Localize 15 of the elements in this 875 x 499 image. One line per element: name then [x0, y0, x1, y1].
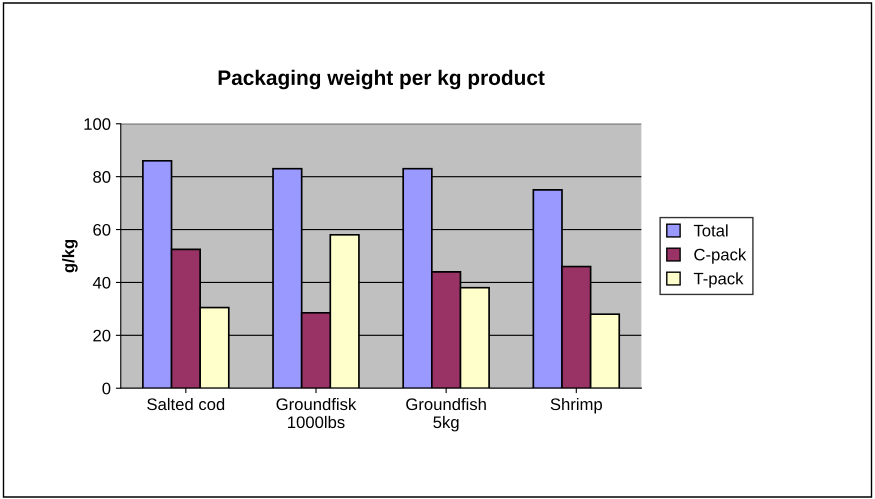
y-tick-label: 80 — [93, 171, 110, 183]
x-tick-label: Groundfish 5kg — [406, 398, 486, 432]
y-axis-title: g/kg — [62, 240, 78, 272]
x-tick-label: Shrimp — [550, 398, 602, 414]
y-tick-label: 40 — [92, 276, 110, 289]
y-tick-label: 20 — [93, 330, 110, 342]
y-tick-label: 60 — [93, 224, 110, 236]
y-tick-label: 0 — [102, 382, 110, 394]
x-tick-label: Groundfisk 1000lbs — [276, 398, 356, 428]
x-tick-label: Salted cod — [147, 398, 224, 410]
legend-label: C-pack — [694, 248, 746, 264]
legend-label: Total — [694, 224, 728, 237]
legend-label: T-pack — [694, 272, 744, 288]
chart-title: Packaging weight per kg product — [218, 70, 545, 90]
y-tick-label: 100 — [84, 118, 110, 130]
